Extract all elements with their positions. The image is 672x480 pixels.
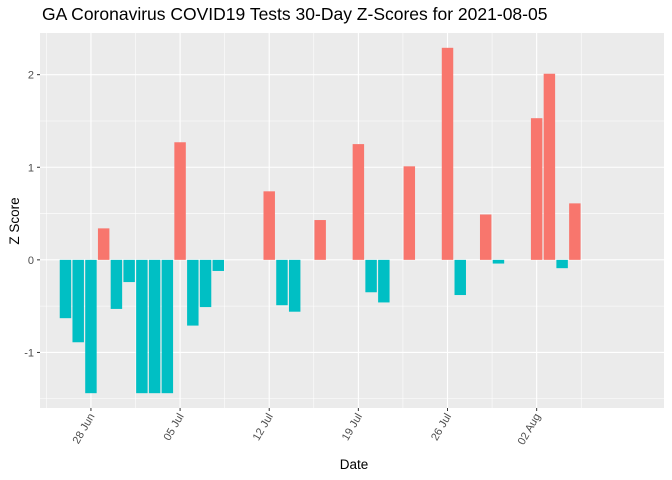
bar xyxy=(378,259,390,303)
x-tick-label: 02 Aug xyxy=(516,412,544,448)
x-axis: 28 Jun 05 Jul 12 Jul 19 Jul 26 Jul 02 Aug xyxy=(71,408,544,448)
x-tick-label: 26 Jul xyxy=(429,412,454,443)
y-tick-label: 2 xyxy=(28,70,34,82)
bar xyxy=(441,47,454,260)
y-tick-label: -1 xyxy=(24,347,34,359)
x-tick-label: 12 Jul xyxy=(251,412,276,443)
y-tick-label: 1 xyxy=(28,162,34,174)
chart-title: GA Coronavirus COVID19 Tests 30-Day Z-Sc… xyxy=(42,4,548,24)
bar xyxy=(454,259,466,296)
bar xyxy=(403,166,416,260)
bar xyxy=(479,214,492,260)
y-axis-title: Z Score xyxy=(7,197,22,244)
bar xyxy=(97,228,110,260)
bar xyxy=(556,259,568,269)
x-tick-label: 19 Jul xyxy=(340,412,365,443)
bar xyxy=(212,259,225,271)
bar xyxy=(123,259,135,283)
bar xyxy=(288,259,301,312)
y-axis: -1 0 1 2 xyxy=(24,70,40,359)
bar xyxy=(492,259,505,264)
bar xyxy=(276,259,288,306)
bar xyxy=(199,259,212,308)
bar xyxy=(72,259,84,343)
bar xyxy=(85,259,97,394)
bar xyxy=(352,144,365,260)
bar xyxy=(136,259,148,394)
x-tick-label: 28 Jun xyxy=(71,412,98,447)
bar xyxy=(148,259,161,394)
bar xyxy=(59,259,72,319)
x-tick-label: 05 Jul xyxy=(162,412,187,443)
bar xyxy=(569,203,581,260)
bar xyxy=(530,118,543,260)
bar xyxy=(314,220,326,260)
x-axis-title: Date xyxy=(340,457,369,472)
bar xyxy=(365,259,377,293)
bar-series xyxy=(59,47,581,394)
bar xyxy=(187,259,199,326)
bar xyxy=(110,259,123,309)
bar xyxy=(161,259,174,394)
minor-gridlines xyxy=(40,33,664,408)
y-tick-label: 0 xyxy=(28,255,34,267)
bar xyxy=(263,191,275,260)
bar xyxy=(174,142,186,260)
bar xyxy=(543,73,556,260)
